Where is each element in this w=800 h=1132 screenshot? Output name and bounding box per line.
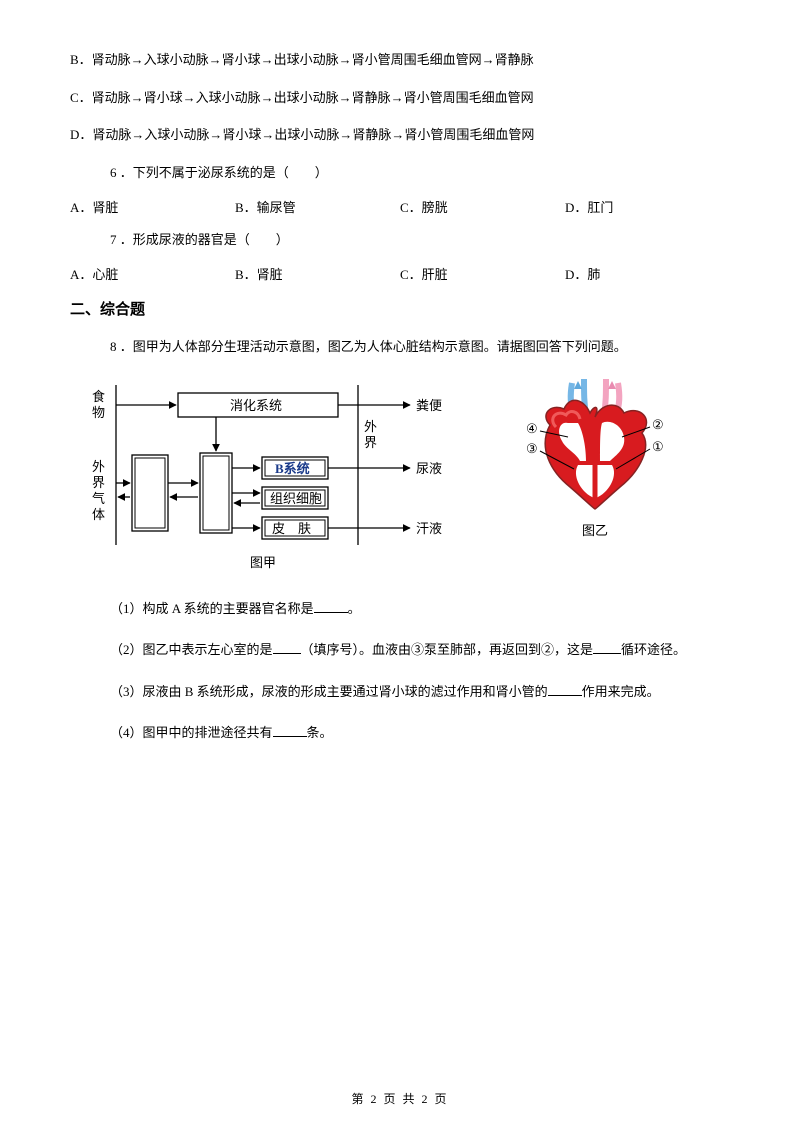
opt-text: 肾动脉→肾小球→入球小动脉→出球小动脉→肾静脉→肾小管周围毛细血管网 xyxy=(92,90,534,105)
q6-opt-b: B．输尿管 xyxy=(235,198,400,218)
svg-text:界: 界 xyxy=(364,435,377,450)
opt-prefix: D． xyxy=(70,127,92,142)
blank xyxy=(548,682,582,696)
opt-text: 肾动脉→入球小动脉→肾小球→出球小动脉→肾小管周围毛细血管网→肾静脉 xyxy=(92,52,534,67)
q5-option-b: B．肾动脉→入球小动脉→肾小球→出球小动脉→肾小管周围毛细血管网→肾静脉 xyxy=(70,50,730,70)
blank xyxy=(273,640,301,654)
q7-opt-c: C．肝脏 xyxy=(400,265,565,285)
svg-text:③: ③ xyxy=(526,441,538,456)
opt-prefix: C． xyxy=(70,90,92,105)
svg-text:②: ② xyxy=(652,417,664,432)
page-footer: 第 2 页 共 2 页 xyxy=(0,1090,800,1108)
svg-text:④: ④ xyxy=(526,421,538,436)
svg-text:组织细胞: 组织细胞 xyxy=(270,491,322,506)
text: 作用来完成。 xyxy=(582,684,660,699)
text: 循环途径。 xyxy=(621,642,686,657)
svg-text:外: 外 xyxy=(364,419,377,434)
q8-sub1: （1）构成 A 系统的主要器官名称是 。 xyxy=(70,599,730,619)
svg-text:B系统: B系统 xyxy=(275,461,310,476)
svg-text:①: ① xyxy=(652,439,664,454)
figure-wrap: 食 物 外 界 气 体 外 界 消化系统 xyxy=(70,375,730,575)
q6-opt-c: C．膀胱 xyxy=(400,198,565,218)
svg-text:气: 气 xyxy=(92,491,105,506)
blank xyxy=(273,723,307,737)
text: （2）图乙中表示左心室的是 xyxy=(110,642,273,657)
q7-opt-d: D．肺 xyxy=(565,265,730,285)
figure-b: ② ① ④ ③ 图乙 xyxy=(520,375,670,541)
figure-b-caption: 图乙 xyxy=(520,521,670,541)
text: 。 xyxy=(348,601,361,616)
q5-option-d: D．肾动脉→入球小动脉→肾小球→出球小动脉→肾静脉→肾小管周围毛细血管网 xyxy=(70,125,730,145)
q8-stem: 8 ．图甲为人体部分生理活动示意图，图乙为人体心脏结构示意图。请据图回答下列问题… xyxy=(70,337,730,357)
q5-option-c: C．肾动脉→肾小球→入球小动脉→出球小动脉→肾静脉→肾小管周围毛细血管网 xyxy=(70,88,730,108)
figure-a: 食 物 外 界 气 体 外 界 消化系统 xyxy=(80,375,490,575)
opt-text: 肾动脉→入球小动脉→肾小球→出球小动脉→肾静脉→肾小管周围毛细血管网 xyxy=(92,127,534,142)
q6-options: A．肾脏 B．输尿管 C．膀胱 D．肛门 xyxy=(70,198,730,218)
q7-options: A．心脏 B．肾脏 C．肝脏 D．肺 xyxy=(70,265,730,285)
svg-text:物: 物 xyxy=(92,405,105,420)
blank xyxy=(314,599,348,613)
svg-text:外: 外 xyxy=(92,459,105,474)
section-2-title: 二、综合题 xyxy=(70,299,730,322)
svg-text:体: 体 xyxy=(92,507,105,522)
text: 条。 xyxy=(307,725,333,740)
text: （1）构成 A 系统的主要器官名称是 xyxy=(110,601,314,616)
q6-opt-d: D．肛门 xyxy=(565,198,730,218)
opt-prefix: B． xyxy=(70,52,92,67)
text: （3）尿液由 B 系统形成，尿液的形成主要通过肾小球的滤过作用和肾小管的 xyxy=(110,684,548,699)
q8-sub4: （4）图甲中的排泄途径共有 条。 xyxy=(70,723,730,743)
svg-text:食: 食 xyxy=(92,389,105,404)
q7-opt-a: A．心脏 xyxy=(70,265,235,285)
q6-opt-a: A．肾脏 xyxy=(70,198,235,218)
q8-sub3: （3）尿液由 B 系统形成，尿液的形成主要通过肾小球的滤过作用和肾小管的 作用来完… xyxy=(70,682,730,702)
blank xyxy=(593,640,621,654)
q7-stem: 7 ．形成尿液的器官是（ ） xyxy=(70,230,730,250)
q8-sub2: （2）图乙中表示左心室的是 （填序号）。血液由③泵至肺部，再返回到②，这是 循环途径… xyxy=(70,640,730,660)
text: （填序号）。血液由③泵至肺部，再返回到②，这是 xyxy=(301,642,594,657)
svg-text:图甲: 图甲 xyxy=(250,555,276,570)
q6-stem: 6 ．下列不属于泌尿系统的是（ ） xyxy=(70,163,730,183)
svg-text:界: 界 xyxy=(92,475,105,490)
svg-text:粪便: 粪便 xyxy=(416,398,442,413)
svg-text:汗液: 汗液 xyxy=(416,521,442,536)
svg-text:尿液: 尿液 xyxy=(416,461,442,476)
svg-text:消化系统: 消化系统 xyxy=(230,398,282,413)
svg-text:皮 肤: 皮 肤 xyxy=(272,521,311,536)
text: （4）图甲中的排泄途径共有 xyxy=(110,725,273,740)
q7-opt-b: B．肾脏 xyxy=(235,265,400,285)
